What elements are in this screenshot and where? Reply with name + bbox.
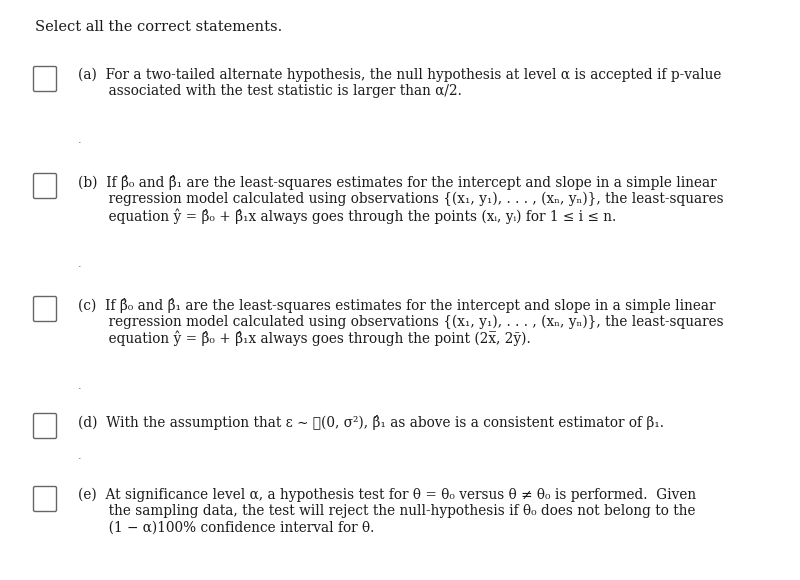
Text: the sampling data, the test will reject the null-hypothesis if θ₀ does not belon: the sampling data, the test will reject … [78, 505, 695, 519]
FancyBboxPatch shape [34, 414, 57, 438]
FancyBboxPatch shape [34, 67, 57, 92]
FancyBboxPatch shape [34, 173, 57, 198]
Text: (a)  For a two-tailed alternate hypothesis, the null hypothesis at level α is ac: (a) For a two-tailed alternate hypothesi… [78, 68, 722, 82]
Text: regression model calculated using observations {(x₁, y₁), . . . , (xₙ, yₙ)}, the: regression model calculated using observ… [78, 314, 724, 329]
Text: equation ŷ = β̂₀ + β̂₁x always goes through the point (2x̅, 2ȳ).: equation ŷ = β̂₀ + β̂₁x always goes thro… [78, 331, 530, 346]
FancyBboxPatch shape [34, 296, 57, 321]
Text: ·: · [78, 454, 82, 464]
Text: ·: · [78, 384, 82, 394]
Text: regression model calculated using observations {(x₁, y₁), . . . , (xₙ, yₙ)}, the: regression model calculated using observ… [78, 191, 724, 206]
Text: (b)  If β̂₀ and β̂₁ are the least-squares estimates for the intercept and slope : (b) If β̂₀ and β̂₁ are the least-squares… [78, 175, 717, 190]
Text: (d)  With the assumption that ε ∼ 𝒩(0, σ²), β̂₁ as above is a consistent estimat: (d) With the assumption that ε ∼ 𝒩(0, σ²… [78, 415, 664, 430]
Text: equation ŷ = β̂₀ + β̂₁x always goes through the points (xᵢ, yᵢ) for 1 ≤ i ≤ n.: equation ŷ = β̂₀ + β̂₁x always goes thro… [78, 208, 616, 223]
Text: associated with the test statistic is larger than α/2.: associated with the test statistic is la… [78, 85, 462, 99]
Text: (e)  At significance level α, a hypothesis test for θ = θ₀ versus θ ≠ θ₀ is perf: (e) At significance level α, a hypothesi… [78, 488, 696, 502]
Text: ·: · [78, 262, 82, 272]
Text: ·: · [78, 138, 82, 148]
Text: Select all the correct statements.: Select all the correct statements. [35, 20, 282, 34]
FancyBboxPatch shape [34, 487, 57, 512]
Text: (c)  If β̂₀ and β̂₁ are the least-squares estimates for the intercept and slope : (c) If β̂₀ and β̂₁ are the least-squares… [78, 298, 715, 313]
Text: (1 − α)100% confidence interval for θ.: (1 − α)100% confidence interval for θ. [78, 521, 374, 535]
